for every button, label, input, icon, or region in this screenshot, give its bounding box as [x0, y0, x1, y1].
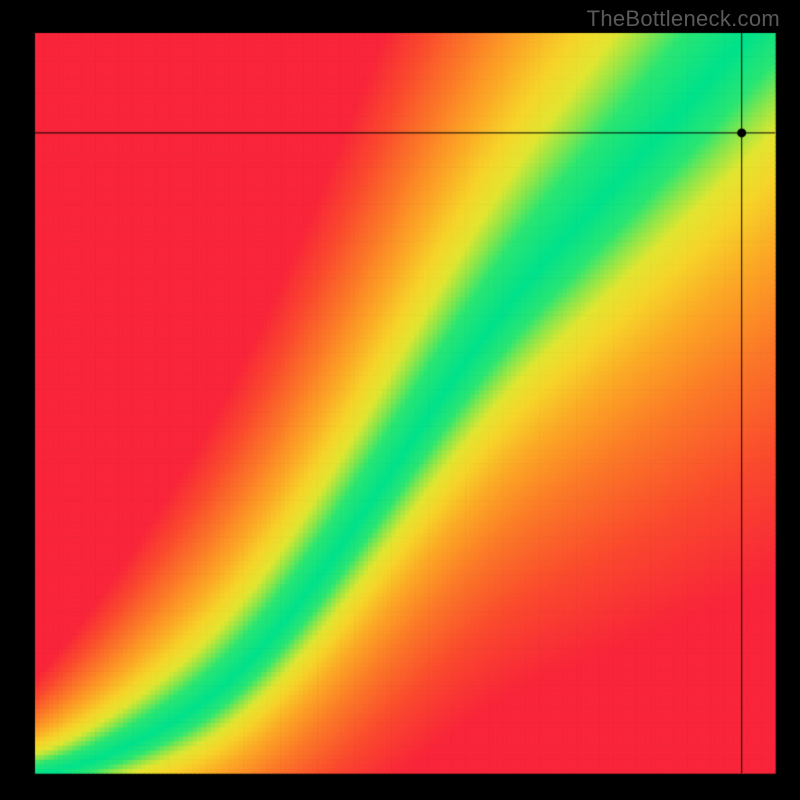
heatmap-canvas [0, 0, 800, 800]
chart-container: TheBottleneck.com [0, 0, 800, 800]
watermark-text: TheBottleneck.com [587, 6, 780, 32]
